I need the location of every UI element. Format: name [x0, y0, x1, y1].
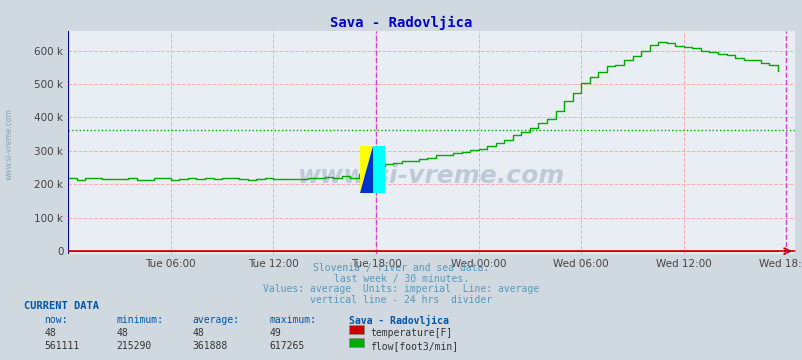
Text: average:: average:: [192, 315, 240, 325]
Text: 48: 48: [192, 328, 205, 338]
Text: 48: 48: [116, 328, 128, 338]
Text: 617265: 617265: [269, 341, 304, 351]
Text: Values: average  Units: imperial  Line: average: Values: average Units: imperial Line: av…: [263, 284, 539, 294]
Text: flow[foot3/min]: flow[foot3/min]: [370, 341, 458, 351]
Text: www.si-vreme.com: www.si-vreme.com: [298, 164, 565, 188]
Text: 561111: 561111: [44, 341, 79, 351]
Text: 48: 48: [44, 328, 56, 338]
Text: 215290: 215290: [116, 341, 152, 351]
Text: 361888: 361888: [192, 341, 228, 351]
Text: 49: 49: [269, 328, 281, 338]
Text: maximum:: maximum:: [269, 315, 316, 325]
Text: CURRENT DATA: CURRENT DATA: [24, 301, 99, 311]
Text: Sava - Radovljica: Sava - Radovljica: [349, 315, 448, 326]
Text: minimum:: minimum:: [116, 315, 164, 325]
Text: last week / 30 minutes.: last week / 30 minutes.: [334, 274, 468, 284]
Text: now:: now:: [44, 315, 67, 325]
Polygon shape: [359, 146, 372, 193]
Text: vertical line - 24 hrs  divider: vertical line - 24 hrs divider: [310, 295, 492, 305]
Text: temperature[F]: temperature[F]: [370, 328, 452, 338]
Text: Slovenia / river and sea data.: Slovenia / river and sea data.: [313, 263, 489, 273]
Polygon shape: [372, 146, 385, 193]
Text: Sava - Radovljica: Sava - Radovljica: [330, 16, 472, 30]
Text: www.si-vreme.com: www.si-vreme.com: [5, 108, 14, 180]
Polygon shape: [359, 146, 372, 193]
